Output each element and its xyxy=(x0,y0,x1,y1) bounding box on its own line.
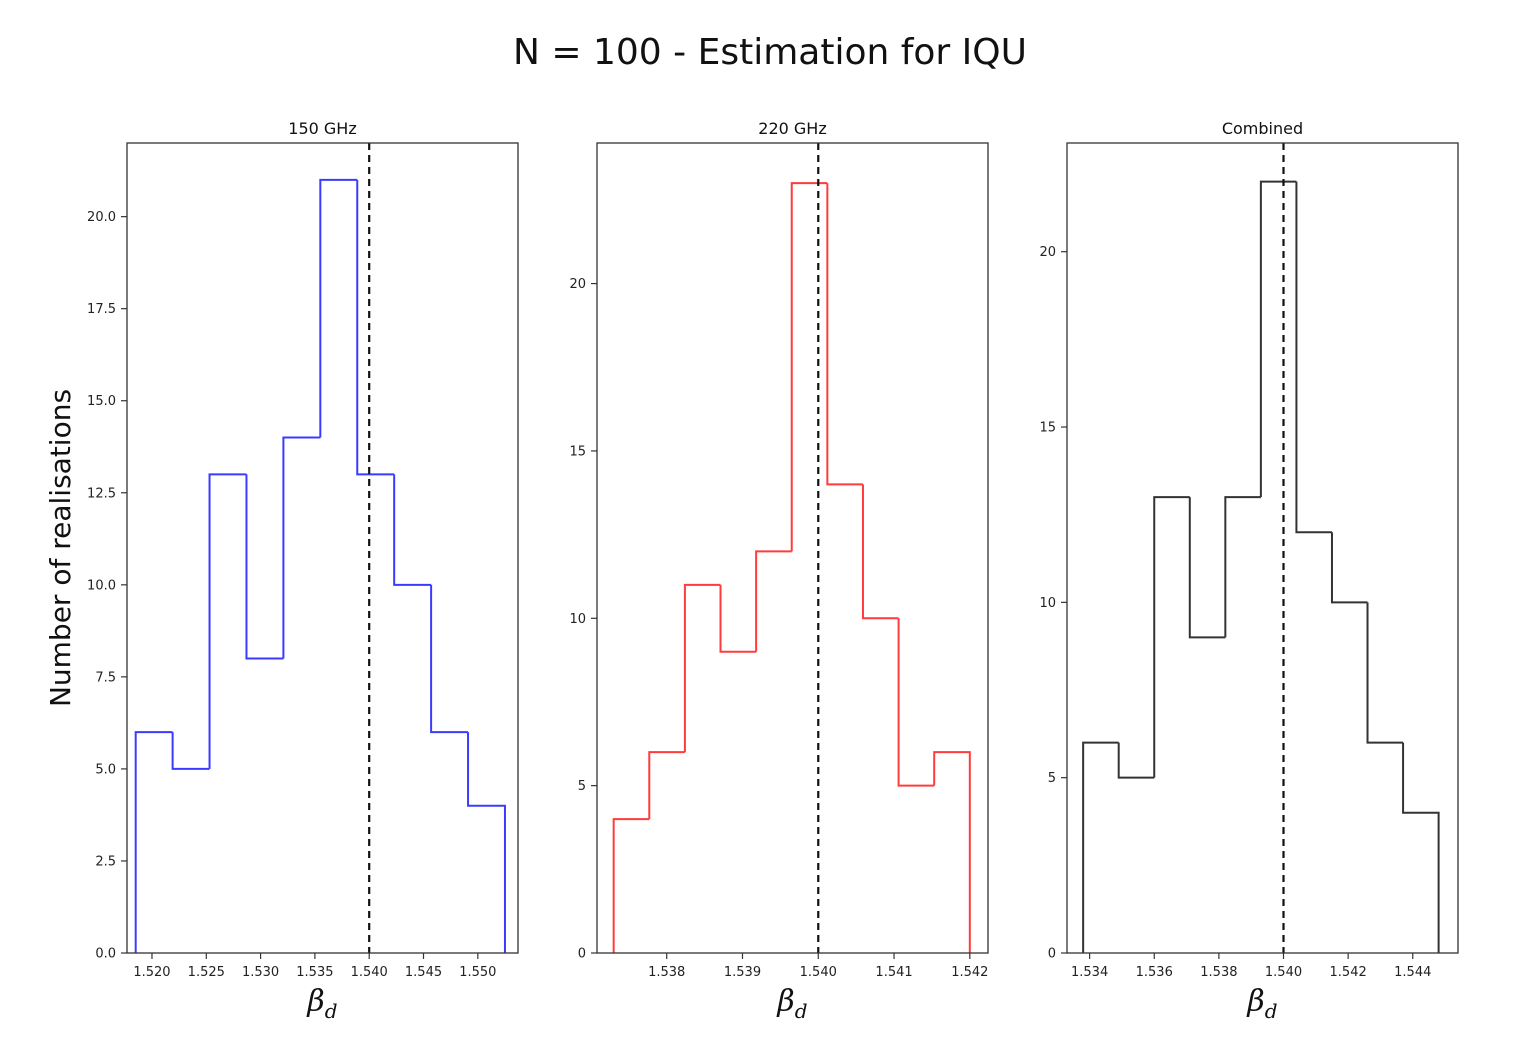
y-tick-label: 15.0 xyxy=(87,394,116,409)
x-tick-label: 1.525 xyxy=(188,965,225,980)
histogram-bar xyxy=(1402,742,1440,953)
y-tick-label: 17.5 xyxy=(87,302,116,317)
x-tick-label: 1.540 xyxy=(1265,965,1302,980)
histogram-bar xyxy=(861,484,899,620)
histogram-bar xyxy=(755,550,792,652)
y-tick-label: 0 xyxy=(1048,947,1056,962)
y-tick-label: 10 xyxy=(1039,596,1056,611)
histogram-bars xyxy=(134,178,506,953)
x-tick-label: 1.550 xyxy=(459,965,496,980)
histogram-bar xyxy=(430,584,469,734)
y-tick-label: 7.5 xyxy=(95,670,116,685)
x-tick-label: 1.544 xyxy=(1394,965,1431,980)
x-tick-label: 1.542 xyxy=(1330,965,1367,980)
y-tick-label: 5 xyxy=(578,779,586,794)
histogram-bar xyxy=(1153,496,1190,778)
histogram-bar xyxy=(790,182,828,552)
y-tick-label: 0 xyxy=(578,947,586,962)
panels: 150 GHz 1.520 1.525 1.530 1.535 1.540 1.545 1.5… xyxy=(44,119,1459,1023)
axes-frame xyxy=(1066,142,1459,954)
histogram-bar xyxy=(393,474,432,586)
histogram-bar xyxy=(282,436,321,659)
histogram-bar xyxy=(648,751,685,820)
histogram-bar xyxy=(467,732,506,953)
chart-panel-1: 150 GHz 1.520 1.525 1.530 1.535 1.540 1.545 1.5… xyxy=(44,119,519,1023)
x-axis-label: βd xyxy=(1246,984,1277,1023)
histogram-bar xyxy=(719,584,757,653)
y-tick-label: 2.5 xyxy=(95,854,116,869)
histogram-bars xyxy=(1082,180,1440,953)
histogram-bar xyxy=(683,583,721,753)
histogram-bar xyxy=(245,474,284,660)
y-tick-label: 5.0 xyxy=(95,762,116,777)
histogram-bar xyxy=(1295,181,1332,534)
histogram-bar xyxy=(134,731,173,953)
x-tick-label: 1.535 xyxy=(296,965,333,980)
x-tick-label: 1.545 xyxy=(405,965,442,980)
histogram-bar xyxy=(933,751,971,953)
histogram-bar xyxy=(1224,496,1261,638)
histogram-bar xyxy=(1330,532,1368,604)
histogram-bar xyxy=(612,818,650,953)
x-tick-label: 1.540 xyxy=(800,965,837,980)
x-axis-label: βd xyxy=(306,984,337,1023)
y-tick-label: 20 xyxy=(569,277,586,292)
histogram-bar xyxy=(1117,742,1155,779)
chart-panel-3: Combined 1.534 1.536 1.538 1.540 1.542 1.544 0 5… xyxy=(1039,119,1459,1023)
panel-title: Combined xyxy=(1222,119,1303,138)
chart-panel-2: 220 GHz 1.538 1.539 1.540 1.541 1.542 0 5 10 15 20… xyxy=(569,119,989,1023)
x-tick-label: 1.538 xyxy=(648,965,685,980)
y-axis-label: Number of realisations xyxy=(44,389,77,707)
x-tick-label: 1.520 xyxy=(133,965,170,980)
histogram-bar xyxy=(826,183,863,486)
y-tick-label: 20.0 xyxy=(87,210,116,225)
x-axis-label: βd xyxy=(776,984,807,1023)
x-tick-label: 1.542 xyxy=(951,965,988,980)
y-tick-label: 5 xyxy=(1048,771,1056,786)
y-tick-label: 10.0 xyxy=(87,578,116,593)
x-tick-label: 1.530 xyxy=(242,965,279,980)
histogram-bar xyxy=(356,179,395,476)
y-tick-label: 20 xyxy=(1039,245,1056,260)
histogram-bars xyxy=(612,182,971,953)
y-tick-label: 0.0 xyxy=(95,947,116,962)
figure-title: N = 100 - Estimation for IQU xyxy=(513,32,1027,73)
panel-title: 220 GHz xyxy=(758,119,826,138)
axes-frame xyxy=(596,142,989,954)
axes-frame xyxy=(126,142,519,954)
histogram-bar xyxy=(1366,602,1404,744)
y-tick-label: 15 xyxy=(569,444,586,459)
x-tick-label: 1.534 xyxy=(1071,965,1108,980)
panel-title: 150 GHz xyxy=(288,119,356,138)
x-tick-label: 1.541 xyxy=(875,965,912,980)
x-tick-label: 1.540 xyxy=(351,965,388,980)
histogram-bar xyxy=(208,473,247,769)
y-tick-label: 15 xyxy=(1039,421,1056,436)
x-tick-label: 1.536 xyxy=(1136,965,1173,980)
y-tick-label: 12.5 xyxy=(87,486,116,501)
histogram-bar xyxy=(1259,180,1297,498)
x-tick-label: 1.539 xyxy=(724,965,761,980)
histogram-bar xyxy=(1188,497,1226,639)
x-tick-label: 1.538 xyxy=(1200,965,1237,980)
histogram-bar xyxy=(1082,741,1119,953)
histogram-bar xyxy=(171,732,210,770)
histogram-bar xyxy=(897,618,935,787)
y-tick-label: 10 xyxy=(569,612,586,627)
histogram-bar xyxy=(319,178,358,438)
